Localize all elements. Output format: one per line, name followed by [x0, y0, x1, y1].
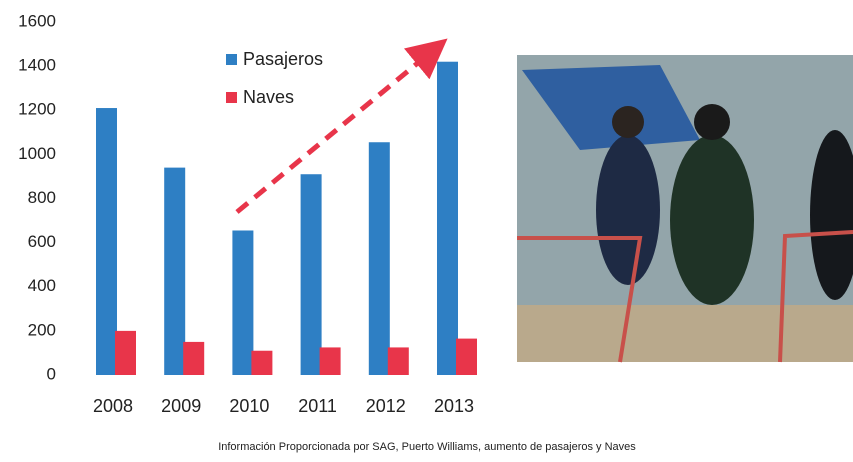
x-tick-label: 2011	[298, 396, 337, 416]
y-tick-label: 1200	[18, 100, 56, 119]
bar	[301, 174, 322, 375]
x-tick-label: 2009	[161, 396, 201, 416]
y-tick-label: 200	[28, 320, 56, 339]
caption: Información Proporcionada por SAG, Puert…	[218, 441, 636, 453]
y-tick-label: 800	[28, 188, 56, 207]
legend-label: Pasajeros	[243, 49, 323, 69]
y-tick-label: 0	[47, 364, 56, 383]
x-tick-label: 2008	[93, 396, 133, 416]
x-tick-label: 2012	[366, 396, 406, 416]
photo	[517, 55, 853, 362]
y-tick-label: 400	[28, 276, 56, 295]
trend-arrow	[237, 48, 436, 212]
y-tick-label: 600	[28, 232, 56, 251]
chart: Información Proporcionada por SAG, Puert…	[0, 0, 853, 457]
x-tick-label: 2013	[434, 396, 474, 416]
legend-label: Naves	[243, 87, 294, 107]
y-tick-label: 1400	[18, 56, 56, 75]
bar	[96, 108, 117, 375]
y-tick-label: 1600	[18, 11, 56, 30]
bar	[388, 347, 409, 375]
legend-swatch	[226, 92, 237, 103]
legend-swatch	[226, 54, 237, 65]
bar	[164, 168, 185, 375]
bar	[251, 351, 272, 375]
y-tick-label: 1000	[18, 144, 56, 163]
x-tick-label: 2010	[229, 396, 269, 416]
bar	[437, 62, 458, 375]
bar	[183, 342, 204, 375]
bar	[320, 347, 341, 375]
bar	[115, 331, 136, 375]
bar	[369, 142, 390, 375]
bar	[232, 230, 253, 375]
bar	[456, 339, 477, 375]
